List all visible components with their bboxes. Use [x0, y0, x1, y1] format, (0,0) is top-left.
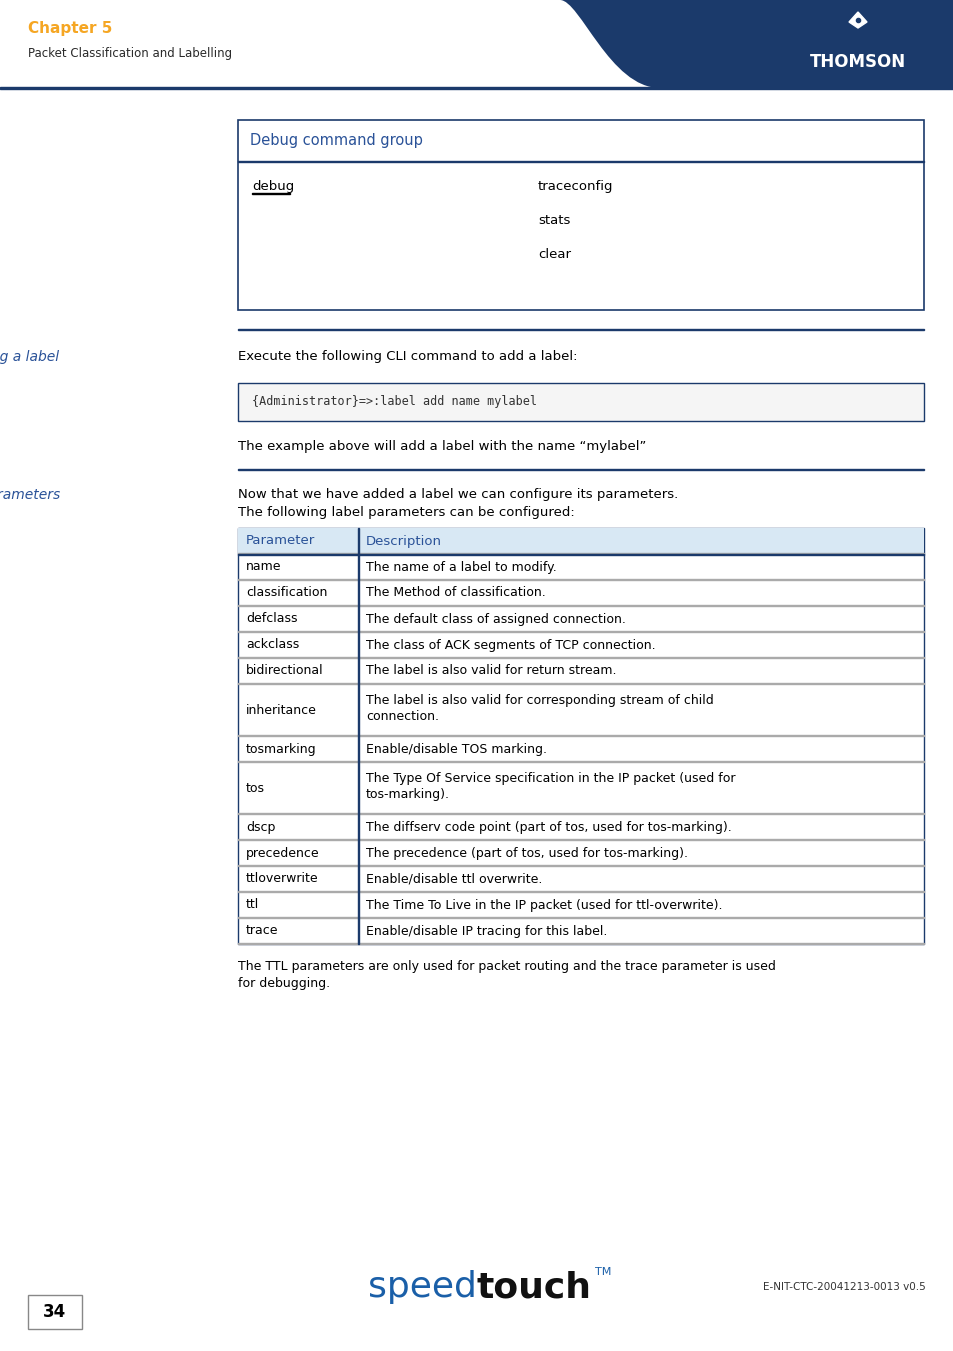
Text: trace: trace	[246, 924, 278, 938]
Text: The diffserv code point (part of tos, used for tos-marking).: The diffserv code point (part of tos, us…	[366, 820, 731, 834]
Text: defclass: defclass	[246, 612, 297, 626]
Text: The TTL parameters are only used for packet routing and the trace parameter is u: The TTL parameters are only used for pac…	[237, 961, 775, 973]
Text: Now that we have added a label we can configure its parameters.: Now that we have added a label we can co…	[237, 488, 678, 501]
Text: Description: Description	[366, 535, 441, 547]
Text: The example above will add a label with the name “mylabel”: The example above will add a label with …	[237, 440, 646, 453]
Text: The precedence (part of tos, used for tos-marking).: The precedence (part of tos, used for to…	[366, 847, 687, 859]
Text: stats: stats	[537, 213, 570, 227]
PathPatch shape	[559, 0, 953, 88]
Text: bidirectional: bidirectional	[246, 665, 323, 677]
Text: Chapter 5: Chapter 5	[28, 20, 112, 35]
Text: ttloverwrite: ttloverwrite	[246, 873, 318, 885]
Text: touch: touch	[476, 1270, 592, 1304]
Bar	[237, 328, 923, 330]
Text: Parameter: Parameter	[246, 535, 314, 547]
Text: TM: TM	[595, 1267, 611, 1277]
Text: inheritance: inheritance	[246, 704, 316, 716]
Text: Debug command group: Debug command group	[250, 134, 422, 149]
Text: Label parameters: Label parameters	[0, 488, 60, 503]
Text: connection.: connection.	[366, 711, 438, 723]
Bar	[0, 0, 953, 88]
Text: classification: classification	[246, 586, 327, 600]
Text: THOMSON: THOMSON	[809, 53, 905, 72]
Text: The Time To Live in the IP packet (used for ttl-overwrite).: The Time To Live in the IP packet (used …	[366, 898, 721, 912]
Text: debug: debug	[252, 180, 294, 193]
Text: speed: speed	[368, 1270, 476, 1304]
Text: tos: tos	[246, 781, 265, 794]
Bar	[0, 86, 953, 89]
Text: The label is also valid for return stream.: The label is also valid for return strea…	[366, 665, 616, 677]
Text: Enable/disable ttl overwrite.: Enable/disable ttl overwrite.	[366, 873, 542, 885]
Bar	[28, 1296, 82, 1329]
Text: tos-marking).: tos-marking).	[366, 788, 450, 801]
Text: traceconfig: traceconfig	[537, 180, 613, 193]
Text: clear: clear	[537, 249, 571, 261]
Bar	[237, 161, 923, 162]
Text: Execute the following CLI command to add a label:: Execute the following CLI command to add…	[237, 350, 577, 363]
Text: Enable/disable IP tracing for this label.: Enable/disable IP tracing for this label…	[366, 924, 607, 938]
Text: The class of ACK segments of TCP connection.: The class of ACK segments of TCP connect…	[366, 639, 655, 651]
Bar	[357, 528, 359, 944]
Text: {Administrator}=>:label add name mylabel: {Administrator}=>:label add name mylabel	[252, 396, 537, 408]
Text: The default class of assigned connection.: The default class of assigned connection…	[366, 612, 625, 626]
Text: 34: 34	[43, 1302, 67, 1321]
Text: The Method of classification.: The Method of classification.	[366, 586, 545, 600]
Text: Packet Classification and Labelling: Packet Classification and Labelling	[28, 47, 232, 61]
Text: for debugging.: for debugging.	[237, 977, 330, 990]
Text: name: name	[246, 561, 281, 574]
Bar	[237, 469, 923, 470]
Text: ackclass: ackclass	[246, 639, 299, 651]
Text: E-NIT-CTC-20041213-0013 v0.5: E-NIT-CTC-20041213-0013 v0.5	[762, 1282, 925, 1292]
Bar	[237, 554, 923, 555]
Text: ttl: ttl	[246, 898, 259, 912]
Bar	[237, 528, 923, 554]
Text: The following label parameters can be configured:: The following label parameters can be co…	[237, 507, 574, 519]
Text: The name of a label to modify.: The name of a label to modify.	[366, 561, 557, 574]
Bar	[237, 120, 923, 309]
Bar	[237, 528, 923, 944]
Polygon shape	[848, 12, 866, 28]
Text: Adding a label: Adding a label	[0, 350, 60, 363]
Text: precedence: precedence	[246, 847, 319, 859]
Text: The label is also valid for corresponding stream of child: The label is also valid for correspondin…	[366, 694, 713, 707]
Text: dscp: dscp	[246, 820, 275, 834]
Text: Enable/disable TOS marking.: Enable/disable TOS marking.	[366, 743, 546, 755]
Bar	[237, 382, 923, 422]
Text: The Type Of Service specification in the IP packet (used for: The Type Of Service specification in the…	[366, 771, 735, 785]
Text: tosmarking: tosmarking	[246, 743, 316, 755]
